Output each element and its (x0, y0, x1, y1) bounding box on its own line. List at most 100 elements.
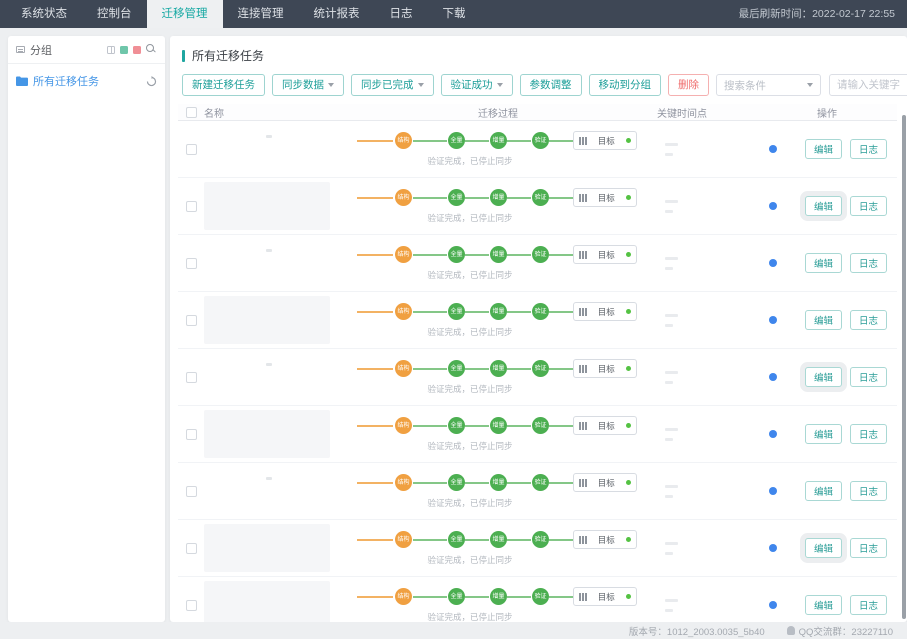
stage-node-structure[interactable]: 结构 (395, 303, 412, 320)
select-all-checkbox[interactable] (185, 106, 197, 118)
edit-button[interactable]: 编辑 (804, 424, 842, 444)
stage-node-incremental[interactable]: 增量 (490, 303, 507, 320)
stage-node-structure[interactable]: 结构 (395, 588, 412, 605)
stage-node-incremental[interactable]: 增量 (490, 360, 507, 377)
info-icon[interactable] (769, 316, 777, 324)
info-icon[interactable] (769, 601, 777, 609)
vertical-scrollbar[interactable] (902, 115, 906, 619)
log-button[interactable]: 日志 (849, 595, 887, 615)
target-node[interactable]: 目标 (573, 188, 637, 207)
stage-node-verify[interactable]: 验证 (532, 531, 549, 548)
search-field-select[interactable]: 搜索条件 (716, 74, 821, 96)
nav-tab-5[interactable]: 日志 (389, 8, 413, 20)
nav-tab-0[interactable]: 系统状态 (21, 8, 67, 20)
stage-node-structure[interactable]: 结构 (395, 246, 412, 263)
toolbar-button-4[interactable]: 参数调整 (519, 74, 582, 96)
edit-button[interactable]: 编辑 (804, 253, 842, 273)
stage-node-structure[interactable]: 结构 (395, 417, 412, 434)
log-button[interactable]: 日志 (849, 367, 887, 387)
toolbar-button-3[interactable]: 验证成功 (440, 74, 513, 96)
row-checkbox[interactable] (185, 428, 197, 440)
stage-node-incremental[interactable]: 增量 (490, 474, 507, 491)
stage-node-structure[interactable]: 结构 (395, 132, 412, 149)
stage-node-structure[interactable]: 结构 (395, 360, 412, 377)
toolbar-button-2[interactable]: 同步已完成 (351, 74, 434, 96)
log-button[interactable]: 日志 (849, 538, 887, 558)
target-node[interactable]: 目标 (573, 530, 637, 549)
stage-node-verify[interactable]: 验证 (532, 303, 549, 320)
stage-node-incremental[interactable]: 增量 (490, 132, 507, 149)
sidebar-item-all-tasks[interactable]: 所有迁移任务 (8, 64, 165, 98)
stage-node-full[interactable]: 全量 (448, 531, 465, 548)
nav-tab-6[interactable]: 下载 (442, 8, 466, 20)
target-node[interactable]: 目标 (573, 302, 637, 321)
stage-node-incremental[interactable]: 增量 (490, 189, 507, 206)
group-view-toggle-icon[interactable] (107, 45, 115, 54)
stage-node-incremental[interactable]: 增量 (490, 588, 507, 605)
log-button[interactable]: 日志 (849, 253, 887, 273)
log-button[interactable]: 日志 (849, 310, 887, 330)
nav-tab-3[interactable]: 连接管理 (237, 8, 284, 20)
row-checkbox[interactable] (185, 542, 197, 554)
stage-node-full[interactable]: 全量 (448, 474, 465, 491)
delete-group-icon[interactable] (133, 45, 141, 54)
stage-node-verify[interactable]: 验证 (532, 360, 549, 377)
stage-node-incremental[interactable]: 增量 (490, 531, 507, 548)
row-checkbox[interactable] (185, 371, 197, 383)
nav-tab-1[interactable]: 控制台 (97, 8, 132, 20)
row-checkbox[interactable] (185, 485, 197, 497)
stage-node-verify[interactable]: 验证 (532, 132, 549, 149)
stage-node-full[interactable]: 全量 (448, 360, 465, 377)
stage-node-verify[interactable]: 验证 (532, 189, 549, 206)
target-node[interactable]: 目标 (573, 587, 637, 606)
stage-node-incremental[interactable]: 增量 (490, 417, 507, 434)
log-button[interactable]: 日志 (849, 139, 887, 159)
refresh-icon[interactable] (146, 75, 157, 87)
toolbar-button-6[interactable]: 删除 (668, 74, 709, 96)
toolbar-button-5[interactable]: 移动到分组 (588, 74, 661, 96)
stage-node-full[interactable]: 全量 (448, 303, 465, 320)
info-icon[interactable] (769, 202, 777, 210)
toolbar-button-0[interactable]: 新建迁移任务 (182, 74, 265, 96)
edit-button[interactable]: 编辑 (804, 310, 842, 330)
info-icon[interactable] (769, 373, 777, 381)
edit-button[interactable]: 编辑 (804, 538, 842, 558)
nav-tab-2[interactable]: 迁移管理 (146, 0, 223, 28)
nav-tab-4[interactable]: 统计报表 (313, 8, 360, 20)
info-icon[interactable] (769, 145, 777, 153)
row-checkbox[interactable] (185, 314, 197, 326)
stage-node-verify[interactable]: 验证 (532, 246, 549, 263)
edit-button[interactable]: 编辑 (804, 367, 842, 387)
log-button[interactable]: 日志 (849, 196, 887, 216)
info-icon[interactable] (769, 487, 777, 495)
edit-button[interactable]: 编辑 (804, 139, 842, 159)
group-search-icon[interactable] (146, 44, 157, 55)
edit-button[interactable]: 编辑 (804, 595, 842, 615)
stage-node-full[interactable]: 全量 (448, 417, 465, 434)
log-button[interactable]: 日志 (849, 424, 887, 444)
row-checkbox[interactable] (185, 257, 197, 269)
target-node[interactable]: 目标 (573, 245, 637, 264)
row-checkbox[interactable] (185, 143, 197, 155)
stage-node-structure[interactable]: 结构 (395, 189, 412, 206)
stage-node-verify[interactable]: 验证 (532, 417, 549, 434)
stage-node-full[interactable]: 全量 (448, 246, 465, 263)
info-icon[interactable] (769, 259, 777, 267)
log-button[interactable]: 日志 (849, 481, 887, 501)
stage-node-structure[interactable]: 结构 (395, 474, 412, 491)
target-node[interactable]: 目标 (573, 416, 637, 435)
info-icon[interactable] (769, 430, 777, 438)
row-checkbox[interactable] (185, 599, 197, 611)
search-input[interactable] (829, 74, 907, 96)
stage-node-verify[interactable]: 验证 (532, 588, 549, 605)
stage-node-structure[interactable]: 结构 (395, 531, 412, 548)
stage-node-verify[interactable]: 验证 (532, 474, 549, 491)
row-checkbox[interactable] (185, 200, 197, 212)
stage-node-incremental[interactable]: 增量 (490, 246, 507, 263)
target-node[interactable]: 目标 (573, 473, 637, 492)
info-icon[interactable] (769, 544, 777, 552)
stage-node-full[interactable]: 全量 (448, 588, 465, 605)
add-group-icon[interactable] (120, 45, 128, 54)
target-node[interactable]: 目标 (573, 359, 637, 378)
edit-button[interactable]: 编辑 (804, 196, 842, 216)
